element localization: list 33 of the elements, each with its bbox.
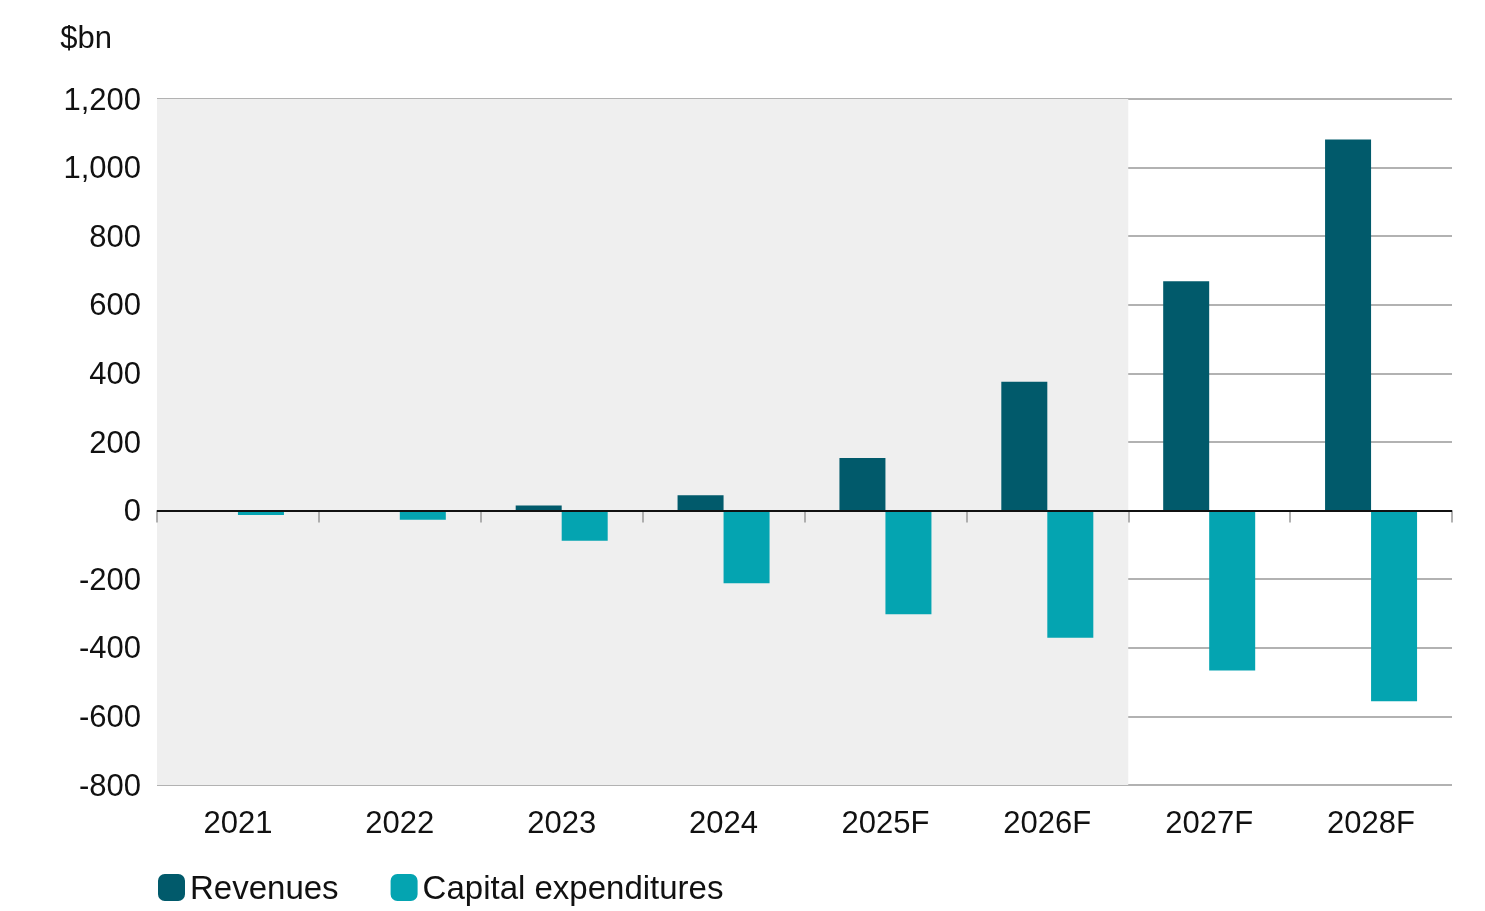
- y-tick-label: -200: [78, 561, 141, 597]
- y-tick-label: -400: [78, 630, 141, 666]
- y-tick-label: 400: [89, 355, 141, 391]
- y-tick-label: 1,000: [63, 150, 141, 186]
- x-tick-label: 2023: [527, 805, 597, 840]
- y-tick-label: -800: [78, 767, 141, 803]
- x-tick-label: 2026F: [1003, 805, 1092, 840]
- y-tick-label: 200: [89, 424, 141, 460]
- legend-label: Revenues: [190, 869, 339, 906]
- x-tick-label: 2025F: [841, 805, 930, 840]
- legend-label: Capital expenditures: [422, 869, 724, 906]
- bar: [839, 458, 886, 511]
- bar: [1371, 510, 1418, 702]
- y-tick-label: 600: [89, 287, 141, 323]
- y-tick-label: -600: [78, 698, 141, 734]
- x-tick-label: 2027F: [1165, 805, 1254, 840]
- x-tick-label: 2022: [365, 805, 435, 840]
- y-tick-label: 800: [89, 218, 141, 254]
- bar: [1163, 281, 1210, 511]
- x-tick-label: 2024: [689, 805, 759, 840]
- y-axis-title: $bn: [60, 20, 112, 55]
- bar: [1209, 510, 1256, 671]
- bar: [885, 510, 932, 615]
- bar: [723, 510, 770, 584]
- bar: [1047, 510, 1094, 638]
- y-tick-label: 0: [123, 493, 141, 529]
- bar: [677, 495, 724, 511]
- x-tick-label: 2021: [203, 805, 273, 840]
- bar: [561, 510, 608, 541]
- x-tick-label: 2028F: [1327, 805, 1416, 840]
- bar: [1001, 381, 1048, 511]
- y-tick-label: 1,200: [63, 81, 141, 117]
- bar: [1325, 139, 1372, 511]
